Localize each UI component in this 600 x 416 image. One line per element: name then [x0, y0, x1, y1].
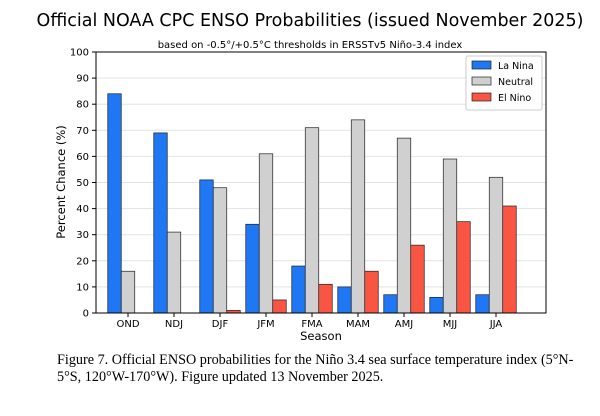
x-tick-label: FMA: [301, 319, 322, 330]
y-tick-label: 30: [76, 230, 89, 241]
bar-la-nina-jfm: [245, 223, 260, 314]
bar-el-nino-fma: [318, 283, 333, 314]
bar-la-nina-fma: [291, 265, 306, 314]
bar-neutral-fma: [304, 127, 320, 314]
bar-el-nino-mjj: [456, 221, 471, 314]
bar-el-nino-jfm: [272, 299, 287, 314]
bar-neutral-jja: [488, 176, 504, 314]
y-tick-label: 100: [70, 48, 89, 59]
bar-neutral-jfm: [258, 153, 274, 314]
legend-swatch-el-nino: [471, 92, 492, 102]
y-tick-label: 20: [76, 256, 89, 267]
bar-neutral-ndj: [166, 231, 182, 314]
x-tick-label: DJF: [212, 319, 229, 330]
legend-label-neutral: Neutral: [498, 77, 533, 88]
y-tick-label: 0: [83, 309, 89, 320]
bar-neutral-amj: [396, 137, 412, 314]
chart-title: Official NOAA CPC ENSO Probabilities (is…: [37, 11, 584, 31]
figure-caption: Figure 7. Official ENSO probabilities fo…: [57, 352, 574, 385]
bars: [107, 93, 517, 314]
y-axis-ticks: 0 10 20 30 40 50 60 70 80 90 100: [70, 48, 96, 320]
bar-la-nina-djf: [199, 179, 214, 314]
x-tick-label: JJA: [489, 319, 503, 330]
bar-la-nina-mjj: [429, 296, 444, 314]
bar-el-nino-amj: [410, 244, 425, 314]
x-axis-label: Season: [300, 329, 342, 343]
chart-subtitle: based on -0.5°/+0.5°C thresholds in ERSS…: [158, 40, 463, 51]
y-tick-label: 50: [76, 178, 89, 189]
bar-la-nina-mam: [337, 286, 352, 314]
legend-label-la-nina: La Nina: [498, 61, 534, 72]
x-tick-label: AMJ: [395, 319, 413, 330]
x-tick-label: NDJ: [165, 319, 183, 330]
bar-el-nino-jja: [502, 205, 517, 314]
legend-label-el-nino: El Nino: [498, 93, 531, 104]
y-tick-label: 10: [76, 282, 89, 293]
bar-neutral-mjj: [442, 158, 458, 314]
y-tick-label: 70: [76, 126, 89, 137]
bar-neutral-mam: [350, 119, 366, 314]
x-tick-label: MAM: [346, 319, 370, 330]
legend-swatch-la-nina: [471, 60, 492, 70]
y-tick-label: 40: [76, 204, 89, 215]
bar-neutral-ond: [120, 270, 136, 314]
x-tick-label: MJJ: [443, 319, 458, 330]
bar-la-nina-jja: [475, 294, 490, 314]
legend-swatch-neutral: [471, 76, 492, 86]
x-tick-label: JFM: [256, 319, 274, 330]
y-tick-label: 60: [76, 152, 89, 163]
x-axis-ticks: OND NDJ DJF JFM FMA MAM AMJ MJJ JJA: [116, 313, 502, 330]
legend: La Nina Neutral El Nino: [465, 55, 543, 111]
y-tick-label: 90: [76, 74, 89, 85]
bar-neutral-djf: [212, 187, 228, 314]
y-axis-label: Percent Chance (%): [54, 125, 68, 239]
bar-la-nina-ndj: [153, 132, 168, 314]
x-tick-label: OND: [116, 319, 139, 330]
bar-el-nino-mam: [364, 270, 379, 314]
y-tick-label: 80: [76, 100, 89, 111]
bar-la-nina-ond: [107, 93, 122, 314]
bar-la-nina-amj: [383, 294, 398, 314]
enso-probability-chart: Official NOAA CPC ENSO Probabilities (is…: [37, 11, 584, 343]
